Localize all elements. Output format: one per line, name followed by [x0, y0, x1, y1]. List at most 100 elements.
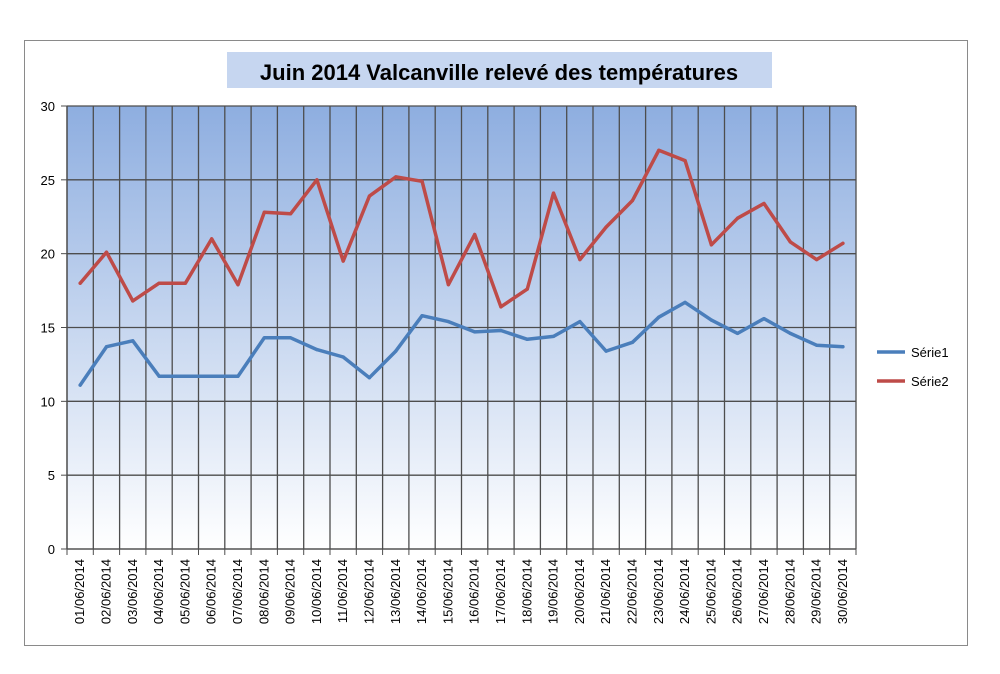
data-point — [604, 349, 608, 353]
data-point — [394, 175, 398, 179]
data-point — [578, 257, 582, 262]
data-point — [78, 383, 82, 387]
data-point — [525, 337, 529, 341]
data-point — [814, 257, 819, 262]
data-point — [288, 212, 293, 216]
x-tick-label: 17/06/2014 — [493, 559, 508, 624]
x-tick-label: 03/06/2014 — [125, 559, 140, 624]
x-tick-label: 29/06/2014 — [809, 559, 824, 624]
data-point — [709, 318, 713, 322]
x-tick-label: 13/06/2014 — [388, 559, 403, 624]
data-point — [473, 330, 477, 334]
x-tick-label: 14/06/2014 — [414, 559, 429, 624]
data-point — [210, 374, 214, 378]
data-point — [104, 250, 109, 254]
data-point — [762, 201, 766, 206]
title-background — [227, 52, 772, 88]
x-tick-label: 18/06/2014 — [519, 559, 534, 624]
data-point — [683, 300, 687, 304]
chart-title: Juin 2014 Valcanville relevé des tempéra… — [260, 60, 738, 85]
y-tick-label: 0 — [48, 542, 55, 557]
series-line-2 — [78, 148, 845, 309]
y-tick-label: 15 — [41, 321, 55, 336]
data-point — [288, 336, 293, 340]
data-point — [157, 374, 161, 378]
x-tick-label: 21/06/2014 — [598, 559, 613, 624]
x-tick-label: 19/06/2014 — [546, 559, 561, 624]
data-point — [841, 241, 845, 245]
data-point — [604, 225, 608, 229]
x-tick-label: 01/06/2014 — [72, 559, 87, 624]
x-tick-label: 28/06/2014 — [782, 559, 797, 624]
x-tick-label: 12/06/2014 — [361, 559, 376, 624]
axis-layer: 0 5 10 15 20 25 30 01/06/2014 02/06/2014 03/06/20… — [41, 99, 857, 624]
data-point — [157, 281, 161, 285]
data-point — [630, 340, 635, 344]
data-point — [525, 287, 529, 291]
x-tick-label: 30/06/2014 — [835, 559, 850, 624]
data-point — [236, 374, 240, 378]
data-point — [499, 305, 503, 309]
legend-label: Série1 — [911, 345, 949, 360]
data-point — [236, 283, 240, 287]
x-tick-label: 16/06/2014 — [467, 559, 482, 624]
x-tick-label: 05/06/2014 — [177, 559, 192, 624]
data-point — [104, 345, 109, 349]
data-point — [630, 198, 635, 203]
x-tick-label: 27/06/2014 — [756, 559, 771, 624]
data-point — [315, 348, 319, 352]
data-point — [683, 159, 687, 163]
series-layer — [78, 148, 845, 387]
x-tick-label: 22/06/2014 — [624, 559, 639, 624]
data-point — [262, 210, 266, 214]
data-point — [788, 331, 792, 336]
data-point — [473, 232, 477, 237]
data-point — [736, 331, 740, 336]
x-tick-label: 23/06/2014 — [651, 559, 666, 624]
data-point — [814, 343, 819, 347]
data-point — [762, 317, 766, 321]
x-tick-label: 15/06/2014 — [440, 559, 455, 624]
data-point — [367, 194, 372, 198]
data-point — [262, 336, 266, 340]
x-tick-label: 11/06/2014 — [335, 559, 350, 623]
y-tick-label: 10 — [41, 394, 55, 409]
data-point — [551, 334, 556, 338]
data-point — [367, 376, 372, 380]
data-point — [578, 319, 582, 324]
x-tick-label: 09/06/2014 — [283, 559, 298, 624]
y-tick-label: 30 — [41, 99, 55, 114]
data-point — [210, 237, 214, 241]
x-tick-label: 26/06/2014 — [730, 559, 745, 624]
x-tick-label: 24/06/2014 — [677, 559, 692, 624]
data-point — [736, 216, 740, 220]
data-point — [183, 281, 187, 285]
data-point — [657, 315, 661, 319]
series-line-1 — [78, 300, 845, 387]
data-point — [341, 355, 345, 359]
data-point — [341, 259, 345, 263]
data-point — [446, 319, 450, 324]
data-point — [499, 328, 503, 333]
y-tick-label: 25 — [41, 173, 55, 188]
data-point — [420, 314, 424, 318]
x-tick-label: 20/06/2014 — [572, 559, 587, 624]
x-tick-label: 25/06/2014 — [703, 559, 718, 624]
x-tick-label: 07/06/2014 — [230, 559, 245, 624]
data-point — [315, 178, 319, 182]
x-tick-label: 06/06/2014 — [204, 559, 219, 624]
x-tick-label: 08/06/2014 — [256, 559, 271, 624]
legend-label: Série2 — [911, 374, 949, 389]
data-point — [709, 243, 713, 247]
data-point — [131, 299, 135, 303]
data-point — [551, 191, 556, 195]
data-point — [788, 240, 792, 244]
data-point — [420, 179, 424, 183]
data-point — [78, 281, 82, 285]
data-point — [841, 345, 845, 349]
x-tick-label: 02/06/2014 — [98, 559, 113, 624]
y-tick-label: 5 — [48, 468, 55, 483]
data-point — [394, 349, 398, 353]
data-point — [131, 339, 135, 343]
